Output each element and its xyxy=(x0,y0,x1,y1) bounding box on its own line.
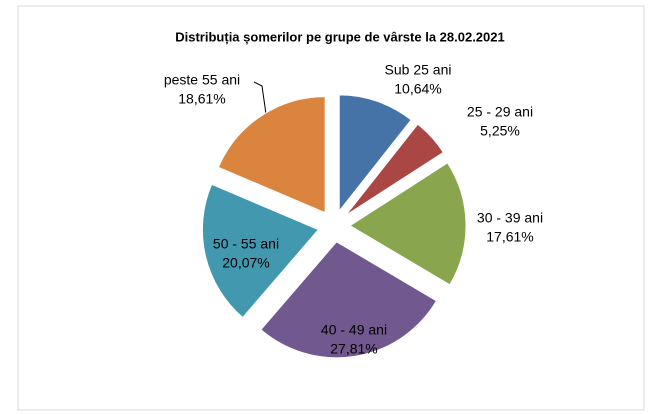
chart-title: Distribuția șomerilor pe grupe de vârste… xyxy=(175,29,504,44)
slice-value-label: 5,25% xyxy=(480,123,520,139)
slice-label: 25 - 29 ani xyxy=(467,104,533,120)
slice-value-label: 27,81% xyxy=(330,341,377,357)
slice-label: 50 - 55 ani xyxy=(213,236,279,252)
slice-label: peste 55 ani xyxy=(164,72,240,88)
leader-line xyxy=(253,81,267,115)
slice-label: 30 - 39 ani xyxy=(477,210,543,226)
pie-slice xyxy=(201,183,320,319)
slice-value-label: 20,07% xyxy=(222,255,269,271)
slice-value-label: 10,64% xyxy=(394,81,441,97)
pie-slice xyxy=(349,162,467,286)
slice-label: 40 - 49 ani xyxy=(321,322,387,338)
pie-slice xyxy=(338,94,412,213)
slice-value-label: 17,61% xyxy=(486,229,533,245)
pie-slice xyxy=(260,241,438,359)
pie-slice xyxy=(345,123,445,216)
slice-value-label: 18,61% xyxy=(178,91,225,107)
slice-label: Sub 25 ani xyxy=(385,62,452,78)
pie-slice xyxy=(217,96,326,214)
